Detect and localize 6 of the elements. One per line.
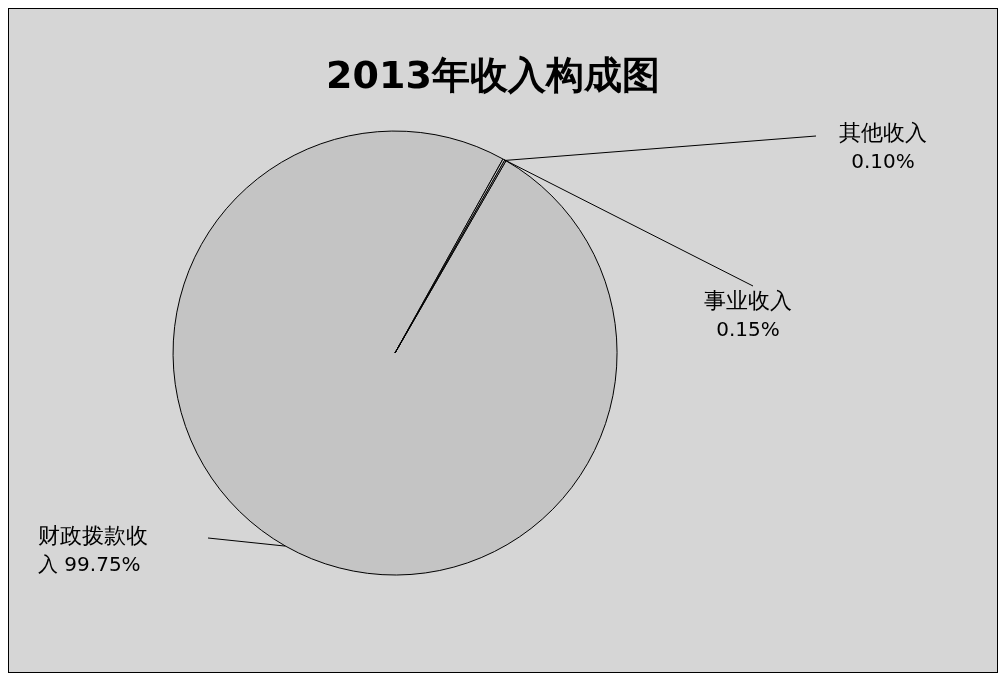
data-label: 0.15% [716, 317, 780, 341]
slice-label: 事业收入 [704, 288, 792, 313]
slice-label: 财政拨款收入 99.75% [38, 523, 148, 576]
chart-title: 2013年收入构成图 [326, 53, 660, 97]
slice-label: 其他收入 [839, 120, 927, 145]
data-label: 0.10% [851, 149, 915, 173]
